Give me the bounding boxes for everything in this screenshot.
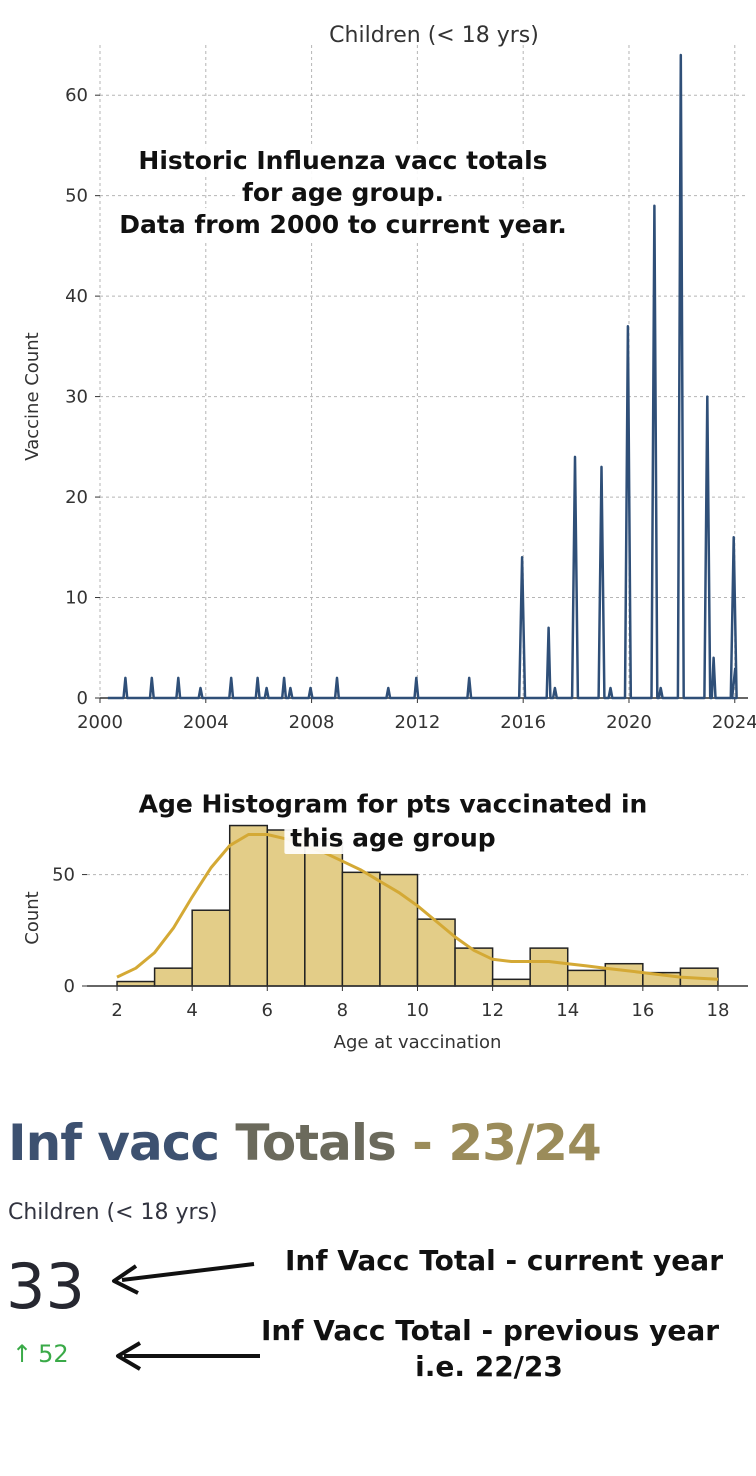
x-tick-label: 8 bbox=[337, 1000, 348, 1021]
previous-year-annotation-bg bbox=[408, 1348, 570, 1384]
line-chart-annotation-bg bbox=[114, 208, 572, 240]
histogram-bar bbox=[454, 947, 494, 987]
y-tick-label: 30 bbox=[65, 387, 88, 408]
y-tick-label: 50 bbox=[65, 186, 88, 207]
line-chart-annotation-line: Data from 2000 to current year. bbox=[119, 210, 566, 239]
x-tick-label: 2008 bbox=[289, 712, 335, 733]
x-tick-label: 2020 bbox=[606, 712, 652, 733]
histogram-bar bbox=[604, 962, 644, 987]
metric-value: 33 bbox=[6, 1250, 85, 1323]
x-tick-label: 2024 bbox=[712, 712, 756, 733]
x-tick-label: 2004 bbox=[183, 712, 229, 733]
arrow-up-icon: ↑ bbox=[12, 1340, 33, 1368]
vaccine-count-line bbox=[107, 53, 738, 700]
y-axis-label: Count bbox=[22, 891, 43, 944]
metric-heading-part1: Inf vacc bbox=[8, 1114, 220, 1172]
x-tick-label: 2 bbox=[111, 1000, 122, 1021]
chart-title: Children (< 18 yrs) bbox=[329, 23, 539, 48]
line-chart: 2000 2004 2008 2012 2016 2020 2024 0 10 20 30 40 50 6… bbox=[22, 23, 756, 733]
arrow-left-icon bbox=[112, 1264, 139, 1295]
previous-year-annotation-bg bbox=[262, 1312, 718, 1348]
metric-heading: Inf vacc Totals - 23/24 bbox=[8, 1114, 602, 1172]
histogram-bar bbox=[191, 909, 231, 987]
histogram-bar bbox=[266, 829, 306, 987]
histogram-bar bbox=[529, 947, 569, 987]
x-tick-label: 4 bbox=[186, 1000, 197, 1021]
histogram-chart: 2 4 6 8 10 12 14 16 18 0 50 Age at vaccination Count… bbox=[22, 786, 748, 1053]
y-tick-label: 20 bbox=[65, 487, 88, 508]
previous-year-annotation-text: Inf Vacc Total - previous year bbox=[261, 1314, 719, 1347]
arrow-left-icon bbox=[116, 1341, 142, 1371]
histogram-annotation-bg bbox=[129, 786, 657, 820]
line-chart-annotation-bg bbox=[237, 176, 449, 208]
histogram-bar bbox=[416, 918, 456, 987]
metric-heading-part2: Totals bbox=[218, 1114, 396, 1172]
metric-label: Children (< 18 yrs) bbox=[8, 1200, 218, 1225]
y-tick-label: 60 bbox=[65, 85, 88, 106]
y-tick-label: 50 bbox=[52, 865, 75, 886]
x-tick-label: 2000 bbox=[77, 712, 123, 733]
x-tick-label: 18 bbox=[707, 1000, 730, 1021]
y-tick-label: 40 bbox=[65, 286, 88, 307]
previous-year-annotation-text: i.e. 22/23 bbox=[415, 1350, 563, 1383]
metric-annotations: Inf Vacc Total - current year Inf Vacc To… bbox=[112, 1240, 724, 1384]
line-chart-annotation: Historic Influenza vacc totals for age gr… bbox=[114, 144, 572, 240]
x-tick-label: 2016 bbox=[500, 712, 546, 733]
x-tick-label: 10 bbox=[406, 1000, 429, 1021]
metric-heading-part3: - 23/24 bbox=[395, 1114, 602, 1172]
y-tick-label: 0 bbox=[77, 688, 88, 709]
current-year-annotation: Inf Vacc Total - current year bbox=[284, 1240, 724, 1278]
metric-panel: Inf Vacc Total - current year Inf Vacc To… bbox=[0, 1100, 756, 1476]
line-chart-annotation-line: for age group. bbox=[242, 178, 444, 207]
histogram-bar bbox=[491, 978, 531, 987]
metric-delta: ↑ 52 bbox=[12, 1340, 69, 1368]
arrow-current-year bbox=[121, 1262, 255, 1282]
histogram-annotation-line: this age group bbox=[290, 824, 495, 853]
histogram-annotation: Age Histogram for pts vaccinated in this … bbox=[129, 786, 657, 854]
histogram-annotation-bg bbox=[284, 820, 502, 854]
current-year-annotation-text: Inf Vacc Total - current year bbox=[285, 1244, 723, 1277]
x-axis-label: Age at vaccination bbox=[334, 1032, 502, 1053]
x-tick-label: 14 bbox=[556, 1000, 579, 1021]
histogram-bar bbox=[566, 969, 607, 987]
histogram-bar bbox=[341, 871, 381, 987]
histogram-bar bbox=[153, 967, 193, 987]
histogram-bar bbox=[228, 824, 269, 987]
metric-delta-value: 52 bbox=[38, 1340, 69, 1368]
y-tick-label: 10 bbox=[65, 588, 88, 609]
y-tick-label: 0 bbox=[64, 976, 75, 997]
current-year-annotation-bg bbox=[284, 1240, 724, 1278]
x-tick-label: 16 bbox=[631, 1000, 654, 1021]
x-tick-label: 6 bbox=[262, 1000, 273, 1021]
y-axis-label: Vaccine Count bbox=[22, 332, 43, 460]
histogram-bar bbox=[304, 838, 344, 987]
histogram-annotation-line: Age Histogram for pts vaccinated in bbox=[139, 790, 648, 819]
line-chart-annotation-line: Historic Influenza vacc totals bbox=[138, 146, 547, 175]
line-chart-annotation-bg bbox=[122, 144, 564, 176]
x-tick-label: 12 bbox=[481, 1000, 504, 1021]
kde-curve bbox=[116, 833, 719, 981]
x-tick-label: 2012 bbox=[394, 712, 440, 733]
